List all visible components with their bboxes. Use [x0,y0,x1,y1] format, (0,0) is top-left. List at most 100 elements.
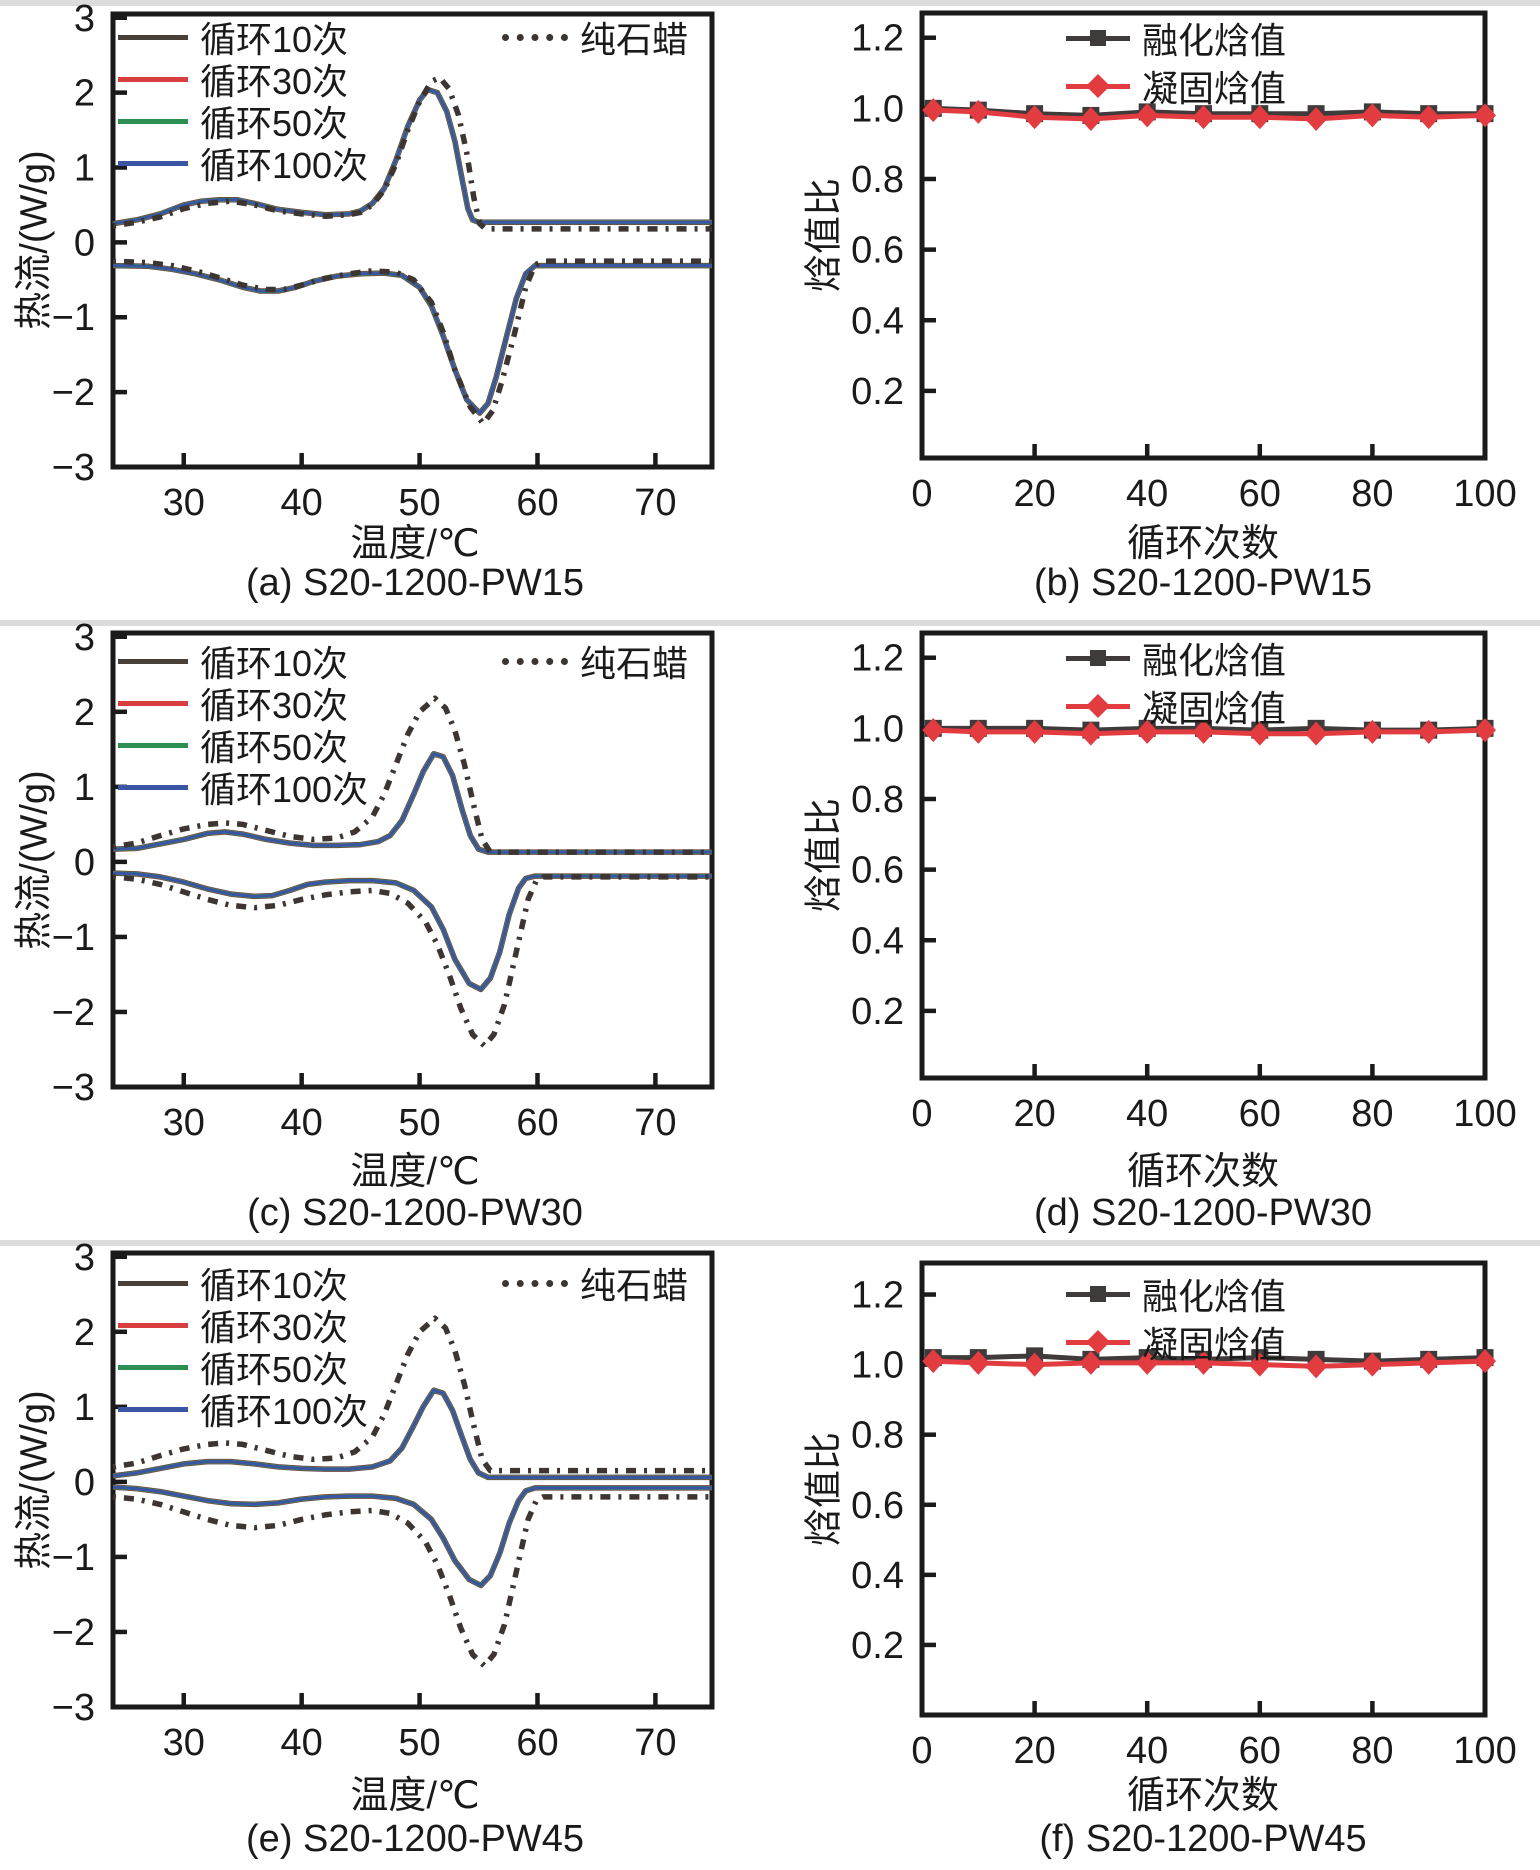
x-tick-label: 40 [1126,473,1168,515]
diamond-marker-icon [1085,73,1111,99]
y-tick-label: −3 [52,1067,95,1109]
diamond-marker [1079,721,1102,746]
line-swatch [118,658,188,664]
y-tick-label: −3 [52,1687,95,1729]
dotted-line-swatch [502,33,568,41]
legend-item: 循环50次 [118,724,368,768]
line-swatch [118,118,188,124]
legend-ratio-d: 融化焓值 凝固焓值 [1066,634,1286,730]
curve-c-3-cooling [112,871,712,991]
diamond-marker [967,1350,990,1375]
y-tick-label: 3 [74,1237,95,1279]
diamond-marker [1417,719,1440,744]
y-tick-label: 1 [74,147,95,189]
x-axis-label-c: 温度/℃ [350,1151,480,1193]
x-tick-label: 20 [1013,1730,1055,1772]
x-tick-label: 20 [1013,1093,1055,1135]
y-tick-label: −1 [52,1537,95,1579]
legend-item: 凝固焓值 [1066,62,1286,110]
diamond-marker-icon [1085,693,1111,719]
y-tick-label: −3 [52,447,95,489]
y-tick-label: 0 [74,1462,95,1504]
curve-c-3-heating [112,752,712,854]
x-tick-label: 50 [398,482,440,524]
diamond-marker [1305,1354,1328,1379]
diamond-marker [1361,719,1384,744]
marker-swatch [1066,24,1130,52]
diamond-marker [1079,106,1102,131]
diamond-marker [1136,719,1159,744]
y-tick-label: 0 [74,222,95,264]
diamond-marker [1305,721,1328,746]
y-tick-label: 0.2 [851,991,904,1033]
line-swatch [118,76,188,82]
y-tick-label: 1 [74,767,95,809]
line-swatch [118,1280,188,1286]
legend-cycles-c: 循环10次 循环30次 循环50次 循环100次 [118,640,368,810]
diamond-marker [1417,1350,1440,1375]
y-tick-label: 0.6 [851,230,904,272]
diamond-marker [1248,1352,1271,1377]
x-axis-label-b: 循环次数 [1126,523,1280,565]
y-axis-label-a: 热流/(W/g) [13,150,56,330]
y-tick-label: 3 [74,617,95,659]
y-tick-label: 0.4 [851,300,904,342]
legend-ratio-f: 融化焓值 凝固焓值 [1066,1270,1286,1366]
diamond-marker [1474,718,1496,743]
y-tick-label: 0.2 [851,1625,904,1667]
y-tick-label: 0.4 [851,920,904,962]
legend-item: 循环10次 [118,1262,368,1306]
x-tick-label: 40 [281,1102,323,1144]
y-tick-label: 0.4 [851,1555,904,1597]
legend-ratio-b: 融化焓值 凝固焓值 [1066,14,1286,110]
curve-c-4-wax_cooling [112,874,712,1049]
x-tick-label: 40 [1126,1730,1168,1772]
legend-item: 循环10次 [118,640,368,684]
y-axis-label-e: 热流/(W/g) [13,1390,56,1570]
curve-a-2-cooling [112,263,712,416]
x-tick-label: 60 [516,1102,558,1144]
x-tick-label: 70 [634,1102,676,1144]
line-swatch [118,700,188,706]
diamond-marker [1136,103,1159,128]
legend-item: 循环50次 [118,100,368,144]
legend-item: 循环100次 [118,1388,368,1432]
y-tick-label: 0.8 [851,779,904,821]
diamond-marker [1248,105,1271,130]
legend-item: 凝固焓值 [1066,682,1286,730]
legend-item: 纯石蜡 [502,1262,688,1306]
curve-a-0-cooling [112,262,712,416]
y-tick-label: 2 [74,73,95,115]
x-tick-label: 60 [516,1722,558,1764]
diamond-marker [922,718,945,743]
y-tick-label: 1.2 [851,18,904,60]
x-tick-label: 30 [163,1722,205,1764]
x-axis-label-d: 循环次数 [1126,1151,1280,1193]
row-separator [0,0,1540,6]
x-axis-label-e: 温度/℃ [350,1775,480,1817]
y-axis-label-d: 焓值比 [803,797,846,913]
x-tick-label: 0 [911,1093,932,1135]
y-tick-label: 0 [74,842,95,884]
y-tick-label: 3 [74,0,95,40]
y-tick-label: 0.8 [851,1415,904,1457]
y-tick-label: −2 [52,372,95,414]
x-tick-label: 30 [163,482,205,524]
diamond-marker [1361,1352,1384,1377]
curve-e-4-wax_cooling [112,1494,712,1669]
line-swatch [118,1406,188,1412]
marker-swatch [1066,1328,1130,1356]
diamond-marker [967,99,990,124]
diamond-marker [1023,719,1046,744]
curve-c-4-wax_heating [112,695,712,855]
legend-item: 融化焓值 [1066,14,1286,62]
x-tick-label: 60 [1239,1093,1281,1135]
legend-item: 凝固焓值 [1066,1318,1286,1366]
caption-c: (c) S20-1200-PW30 [247,1192,583,1234]
diamond-marker [1474,103,1496,128]
legend-item: 融化焓值 [1066,634,1286,682]
caption-f: (f) S20-1200-PW45 [1039,1818,1367,1860]
caption-e: (e) S20-1200-PW45 [246,1818,584,1860]
diamond-marker [1192,105,1215,130]
